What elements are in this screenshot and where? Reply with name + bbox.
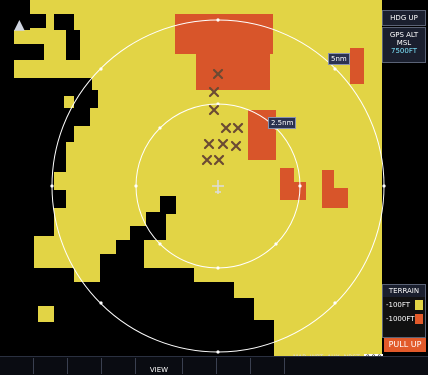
softkey-4[interactable] <box>102 358 136 374</box>
terrain-red-regions <box>175 14 364 208</box>
orientation-box: HDG UP <box>382 10 426 26</box>
range-ring-ticks <box>50 18 386 354</box>
softkey-3[interactable] <box>68 358 102 374</box>
pull-up-annunciator: PULL UP <box>384 338 426 352</box>
terrain-legend-row-1-label: -100FT <box>386 301 411 309</box>
softkey-6[interactable] <box>183 358 217 374</box>
range-label-inner: 2.5nm <box>268 117 297 129</box>
terrain-legend-row-2-swatch <box>415 314 423 324</box>
altitude-box: GPS ALT MSL 7500FT <box>382 27 426 63</box>
softkey-8[interactable] <box>251 358 285 374</box>
terrain-legend-row-2: -1000FT <box>383 313 425 325</box>
altitude-reference: MSL <box>396 39 412 47</box>
softkey-bar: VIEW <box>0 356 428 375</box>
terrain-legend: TERRAIN -100FT -1000FT <box>382 284 426 338</box>
altitude-source: GPS ALT <box>389 31 419 39</box>
softkey-1[interactable] <box>0 358 34 374</box>
altitude-value: 7500FT <box>391 47 417 55</box>
softkey-2[interactable] <box>34 358 68 374</box>
north-arrow-icon: ▲ <box>14 17 25 33</box>
terrain-black-regions <box>0 0 274 356</box>
terrain-legend-row-2-label: -1000FT <box>386 315 415 323</box>
softkey-7[interactable] <box>217 358 251 374</box>
terrain-legend-title: TERRAIN <box>383 285 425 297</box>
softkey-view[interactable]: VIEW <box>136 358 183 374</box>
ownship-aircraft-icon <box>212 180 224 194</box>
range-label-outer: 5nm <box>328 53 350 65</box>
softkey-view-label: VIEW <box>149 366 169 374</box>
terrain-legend-row-1-swatch <box>415 300 423 310</box>
terrain-yellow-pockets <box>38 238 54 322</box>
obstacle-x-icons <box>201 68 244 166</box>
terrain-legend-row-1: -100FT <box>383 299 425 311</box>
orientation-label: HDG UP <box>390 14 418 22</box>
